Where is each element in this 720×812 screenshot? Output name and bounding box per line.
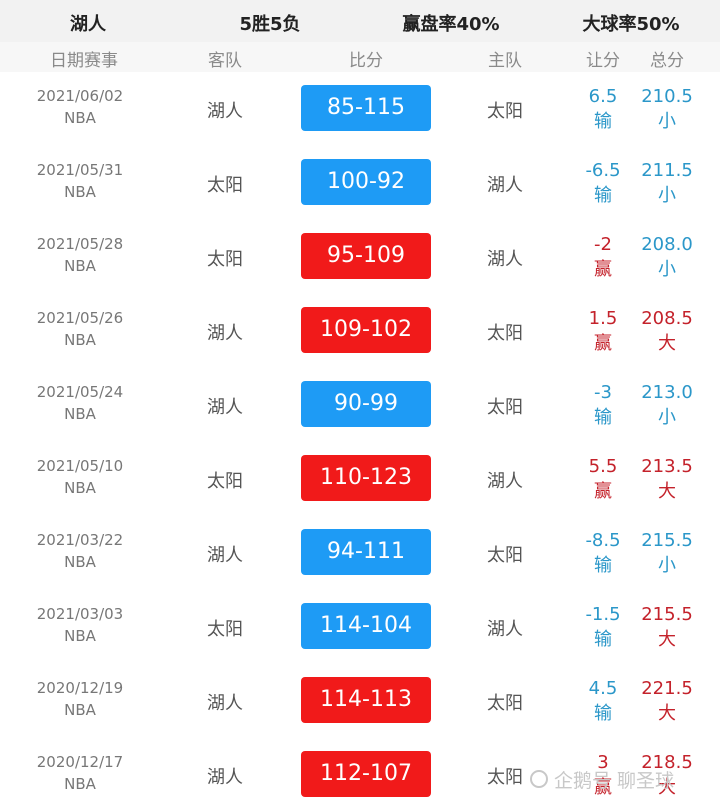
home-team: 湖人 bbox=[487, 175, 523, 196]
table-row[interactable]: 2021/05/10 NBA 太阳 110-123 湖人 5.5 赢 213.5 大 bbox=[0, 442, 720, 516]
handicap-cell: 6.5 输 bbox=[588, 86, 618, 132]
date-cell: 2021/05/24 NBA bbox=[36, 383, 124, 423]
home-team: 湖人 bbox=[487, 619, 523, 640]
away-team: 太阳 bbox=[207, 249, 243, 270]
total-cell: 218.5 大 bbox=[641, 752, 693, 798]
away-team: 湖人 bbox=[207, 545, 243, 566]
total-cell: 215.5 大 bbox=[641, 604, 693, 650]
column-header: 日期赛事 客队 比分 主队 让分 总分 bbox=[0, 42, 720, 72]
away-team: 太阳 bbox=[207, 175, 243, 196]
table-row[interactable]: 2021/03/22 NBA 湖人 94-111 太阳 -8.5 输 215.5 小 bbox=[0, 516, 720, 590]
date-cell: 2020/12/17 NBA bbox=[36, 753, 124, 793]
table-row[interactable]: 2020/12/19 NBA 湖人 114-113 太阳 4.5 输 221.5 大 bbox=[0, 664, 720, 738]
away-team: 太阳 bbox=[207, 471, 243, 492]
score-badge: 94-111 bbox=[301, 529, 431, 575]
table-row[interactable]: 2021/03/03 NBA 太阳 114-104 湖人 -1.5 输 215.5 大 bbox=[0, 590, 720, 664]
col-handicap: 让分 bbox=[586, 51, 620, 71]
home-team: 湖人 bbox=[487, 249, 523, 270]
score-badge: 110-123 bbox=[301, 455, 431, 501]
away-team: 湖人 bbox=[207, 397, 243, 418]
away-team: 湖人 bbox=[207, 323, 243, 344]
team-name: 湖人 bbox=[70, 14, 106, 35]
score-badge: 95-109 bbox=[301, 233, 431, 279]
score-badge: 114-113 bbox=[301, 677, 431, 723]
handicap-cell: 1.5 赢 bbox=[588, 308, 618, 354]
col-total: 总分 bbox=[650, 51, 684, 71]
date-cell: 2020/12/19 NBA bbox=[36, 679, 124, 719]
away-team: 湖人 bbox=[207, 101, 243, 122]
table-row[interactable]: 2021/05/24 NBA 湖人 90-99 太阳 -3 输 213.0 小 bbox=[0, 368, 720, 442]
score-badge: 114-104 bbox=[301, 603, 431, 649]
over-rate: 大球率50% bbox=[582, 14, 680, 35]
home-team: 太阳 bbox=[487, 397, 523, 418]
col-score: 比分 bbox=[349, 51, 383, 71]
date-cell: 2021/05/26 NBA bbox=[36, 309, 124, 349]
date-cell: 2021/03/22 NBA bbox=[36, 531, 124, 571]
total-cell: 215.5 小 bbox=[641, 530, 693, 576]
col-away: 客队 bbox=[208, 51, 242, 71]
handicap-cell: -3 输 bbox=[594, 382, 612, 428]
date-cell: 2021/05/10 NBA bbox=[36, 457, 124, 497]
home-team: 太阳 bbox=[487, 101, 523, 122]
handicap-cell: 5.5 赢 bbox=[588, 456, 618, 502]
col-home: 主队 bbox=[488, 51, 522, 71]
table-row[interactable]: 2021/05/31 NBA 太阳 100-92 湖人 -6.5 输 211.5 小 bbox=[0, 146, 720, 220]
score-badge: 85-115 bbox=[301, 85, 431, 131]
score-badge: 112-107 bbox=[301, 751, 431, 797]
away-team: 湖人 bbox=[207, 693, 243, 714]
date-cell: 2021/05/31 NBA bbox=[36, 161, 124, 201]
watermark: 企鹅号 聊圣球 bbox=[530, 766, 674, 793]
handicap-cell: -8.5 输 bbox=[585, 530, 621, 576]
penguin-logo-icon bbox=[530, 770, 548, 788]
table-row[interactable]: 2021/06/02 NBA 湖人 85-115 太阳 6.5 输 210.5 小 bbox=[0, 72, 720, 146]
total-cell: 208.5 大 bbox=[641, 308, 693, 354]
score-badge: 109-102 bbox=[301, 307, 431, 353]
total-cell: 210.5 小 bbox=[641, 86, 693, 132]
table-row[interactable]: 2021/05/26 NBA 湖人 109-102 太阳 1.5 赢 208.5 大 bbox=[0, 294, 720, 368]
away-team: 湖人 bbox=[207, 767, 243, 788]
date-cell: 2021/03/03 NBA bbox=[36, 605, 124, 645]
total-cell: 208.0 小 bbox=[641, 234, 693, 280]
total-cell: 211.5 小 bbox=[641, 160, 693, 206]
date-cell: 2021/06/02 NBA bbox=[36, 87, 124, 127]
away-team: 太阳 bbox=[207, 619, 243, 640]
total-cell: 221.5 大 bbox=[641, 678, 693, 724]
handicap-cell: 4.5 输 bbox=[588, 678, 618, 724]
score-badge: 90-99 bbox=[301, 381, 431, 427]
score-badge: 100-92 bbox=[301, 159, 431, 205]
home-team: 太阳 bbox=[487, 767, 523, 788]
home-team: 太阳 bbox=[487, 323, 523, 344]
record: 5胜5负 bbox=[239, 14, 301, 35]
handicap-cell: -2 赢 bbox=[594, 234, 612, 280]
summary-bar: 湖人 5胜5负 赢盘率40% 大球率50% bbox=[0, 0, 720, 42]
total-cell: 213.5 大 bbox=[641, 456, 693, 502]
cover-rate: 赢盘率40% bbox=[402, 14, 500, 35]
table-row[interactable]: 2021/05/28 NBA 太阳 95-109 湖人 -2 赢 208.0 小 bbox=[0, 220, 720, 294]
total-cell: 213.0 小 bbox=[641, 382, 693, 428]
home-team: 太阳 bbox=[487, 545, 523, 566]
handicap-cell: -6.5 输 bbox=[585, 160, 621, 206]
handicap-cell: -1.5 输 bbox=[585, 604, 621, 650]
home-team: 太阳 bbox=[487, 693, 523, 714]
col-date: 日期赛事 bbox=[50, 51, 118, 71]
date-cell: 2021/05/28 NBA bbox=[36, 235, 124, 275]
home-team: 湖人 bbox=[487, 471, 523, 492]
